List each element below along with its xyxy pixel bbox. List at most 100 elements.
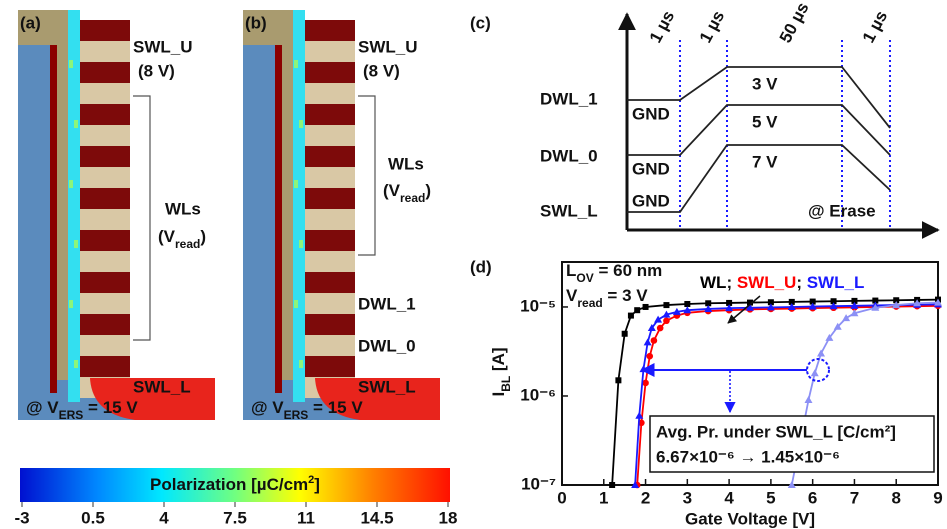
x-tick-label: 2	[641, 488, 650, 507]
stack-layer	[305, 209, 355, 230]
text-part: L	[566, 261, 576, 280]
text-part: = 3 V	[603, 286, 649, 305]
stack-layer	[305, 62, 355, 83]
erase-bias: 7 V	[752, 152, 778, 171]
idle-bias: GND	[632, 104, 670, 123]
hotspot	[299, 120, 303, 128]
text-part: = 15 V	[83, 398, 138, 417]
stack-layer	[80, 167, 130, 188]
stack-layer	[305, 356, 355, 377]
stack-layer	[80, 41, 130, 62]
inset-title: Avg. Pr. under SWL_L [C/cm²]	[656, 422, 896, 441]
wl-bracket	[133, 96, 150, 340]
stack-layer	[305, 314, 355, 335]
x-tick-label: 7	[850, 488, 859, 507]
substrate	[18, 45, 50, 420]
marker	[622, 331, 628, 337]
stack-layer	[305, 146, 355, 167]
liner	[50, 45, 57, 393]
hotspot	[74, 120, 78, 128]
panel-label: (c)	[470, 13, 491, 32]
stack-layer	[80, 314, 130, 335]
colorbar-tick-label: 14.5	[360, 508, 393, 527]
stack-layer	[305, 20, 355, 41]
wls-label: WLs	[165, 199, 201, 218]
panel-label: (a)	[20, 13, 41, 32]
x-tick-label: 1	[599, 488, 608, 507]
wl-bracket	[358, 96, 375, 255]
marker	[663, 302, 669, 308]
stack-layer	[305, 293, 355, 314]
colorbar-tick-label: 7.5	[223, 508, 247, 527]
legend-entry: WL	[700, 273, 726, 292]
marker	[842, 314, 850, 321]
marker	[804, 396, 812, 403]
hotspot	[299, 240, 303, 248]
stack-layer	[305, 41, 355, 62]
ferro-channel	[293, 10, 305, 402]
erase-note: @ Erase	[808, 201, 876, 220]
text-part: @ V	[251, 398, 284, 417]
x-axis-title: Gate Voltage [V]	[685, 509, 815, 528]
device: (b)SWL_U(8 V)WLs(Vread)DWL_1DWL_0SWL_L@ …	[243, 10, 440, 422]
stack-layer	[80, 188, 130, 209]
y-tick-label: 10⁻⁵	[520, 296, 556, 315]
y-tick-label: 10⁻⁷	[521, 474, 556, 493]
x-tick-label: 9	[933, 488, 942, 507]
stack-layer	[80, 146, 130, 167]
stack-layer	[305, 125, 355, 146]
marker	[684, 301, 690, 307]
swl-u-bias: (8 V)	[363, 61, 400, 80]
colorbar-tick-label: -3	[14, 508, 29, 527]
ferro-channel	[68, 10, 80, 402]
line-name: SWL_L	[540, 201, 598, 220]
legend-entry: SWL_U	[737, 273, 797, 292]
y-axis-title: IBL [A]	[489, 347, 513, 396]
hotspot	[69, 180, 73, 188]
colorbar-tick-label: 18	[439, 508, 458, 527]
stack-layer	[80, 251, 130, 272]
stack-layer	[80, 104, 130, 125]
marker	[634, 307, 640, 313]
hotspot	[294, 60, 298, 68]
legend-entry: SWL_L	[807, 273, 865, 292]
subscript: ERS	[284, 408, 309, 422]
y-tick-label: 10⁻⁶	[520, 385, 556, 404]
stack-layer	[80, 272, 130, 293]
subscript: read	[577, 296, 602, 310]
annotation: LOV = 60 nm	[566, 261, 662, 285]
colorbar-tick-label: 0.5	[81, 508, 105, 527]
stack-layer	[305, 335, 355, 356]
figure: (a)SWL_U(8 V)WLs(Vread)SWL_L@ VERS = 15 …	[0, 0, 947, 529]
hotspot	[69, 300, 73, 308]
duration-label: 1 µs	[646, 8, 678, 46]
line-name: DWL_0	[540, 146, 598, 165]
marker	[609, 482, 615, 488]
x-tick-label: 3	[683, 488, 692, 507]
hotspot	[74, 360, 78, 368]
x-tick-label: 8	[891, 488, 900, 507]
text-part: (V	[383, 181, 401, 200]
stack-layer	[80, 230, 130, 251]
hotspot	[294, 300, 298, 308]
stack-layer	[305, 251, 355, 272]
stack-layer	[80, 335, 130, 356]
marker	[646, 353, 653, 360]
stack-layer	[305, 272, 355, 293]
text-part: V	[566, 286, 578, 305]
stack-layer	[80, 20, 130, 41]
colorbar-tick-label: 4	[159, 508, 169, 527]
erase-bias: 5 V	[752, 112, 778, 131]
erase-bias: 3 V	[752, 74, 778, 93]
stack-layer	[80, 356, 130, 377]
hotspot	[299, 360, 303, 368]
marker	[615, 377, 621, 383]
timing-diagram: (c)1 µs1 µs50 µs1 µsDWL_1GND3 VDWL_0GND5…	[470, 0, 938, 230]
device-panels: (a)SWL_U(8 V)WLs(Vread)SWL_L@ VERS = 15 …	[18, 10, 440, 422]
subscript: ERS	[59, 408, 84, 422]
marker	[654, 316, 662, 323]
wls-label: WLs	[388, 154, 424, 173]
idle-bias: GND	[632, 159, 670, 178]
subscript: read	[400, 191, 425, 205]
swl-l-label: SWL_L	[358, 377, 416, 396]
